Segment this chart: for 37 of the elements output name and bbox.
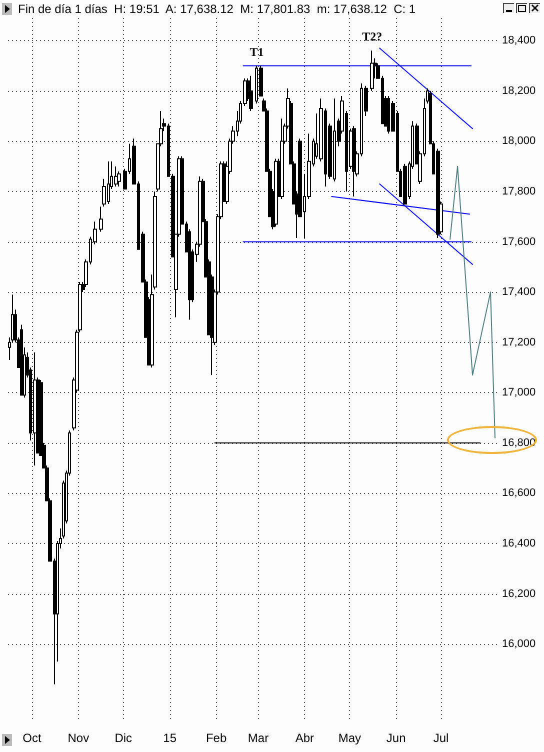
y-tick-label: 16,200 xyxy=(502,588,536,600)
x-tick-label: Mar xyxy=(248,731,269,745)
y-tick-label: 18,200 xyxy=(502,84,536,97)
x-tick-label: Abr xyxy=(295,731,314,745)
x-tick-label: Jun xyxy=(386,731,406,745)
candlestick xyxy=(249,75,253,112)
y-tick-label: 16,400 xyxy=(502,537,536,550)
y-tick-label: 17,000 xyxy=(502,386,536,399)
candlestick xyxy=(352,126,356,198)
x-tick-label: Jul xyxy=(433,731,449,745)
y-tick-label: 16,000 xyxy=(502,638,536,650)
chart-title: Fin de día 1 días H: 19:51 A: 17,638.12 M: 17,801.83 m: 17,638.12 C: 1 xyxy=(18,2,416,16)
x-tick-label: Dic xyxy=(114,731,132,745)
candlestick xyxy=(403,163,407,205)
line-series xyxy=(450,166,496,438)
y-tick-label: 16,600 xyxy=(502,487,536,500)
x-tick-label: May xyxy=(338,731,361,745)
y-tick-label: 18,000 xyxy=(502,135,536,148)
y-tick-label: 17,200 xyxy=(502,336,536,348)
candlestick xyxy=(370,50,374,92)
y-tick-label: 17,600 xyxy=(502,236,536,248)
x-tick-label: 15 xyxy=(163,731,177,745)
candlestick xyxy=(114,166,118,187)
y-tick-label: 18,400 xyxy=(502,34,536,47)
candlestick xyxy=(280,118,284,200)
x-tick-label: Oct xyxy=(22,731,42,745)
candlestick xyxy=(99,206,103,232)
x-tick-label: Feb xyxy=(206,731,227,745)
annotation: T2? xyxy=(362,30,382,44)
y-tick-label: 16,800 xyxy=(502,436,536,449)
y-tick-label: 17,800 xyxy=(502,185,536,198)
x-tick-label: Nov xyxy=(68,731,90,745)
annotation: T1 xyxy=(250,44,264,59)
candlestick xyxy=(20,324,23,396)
candlestick xyxy=(117,170,121,187)
candlestick xyxy=(33,352,37,466)
y-tick-label: 17,400 xyxy=(502,286,536,298)
